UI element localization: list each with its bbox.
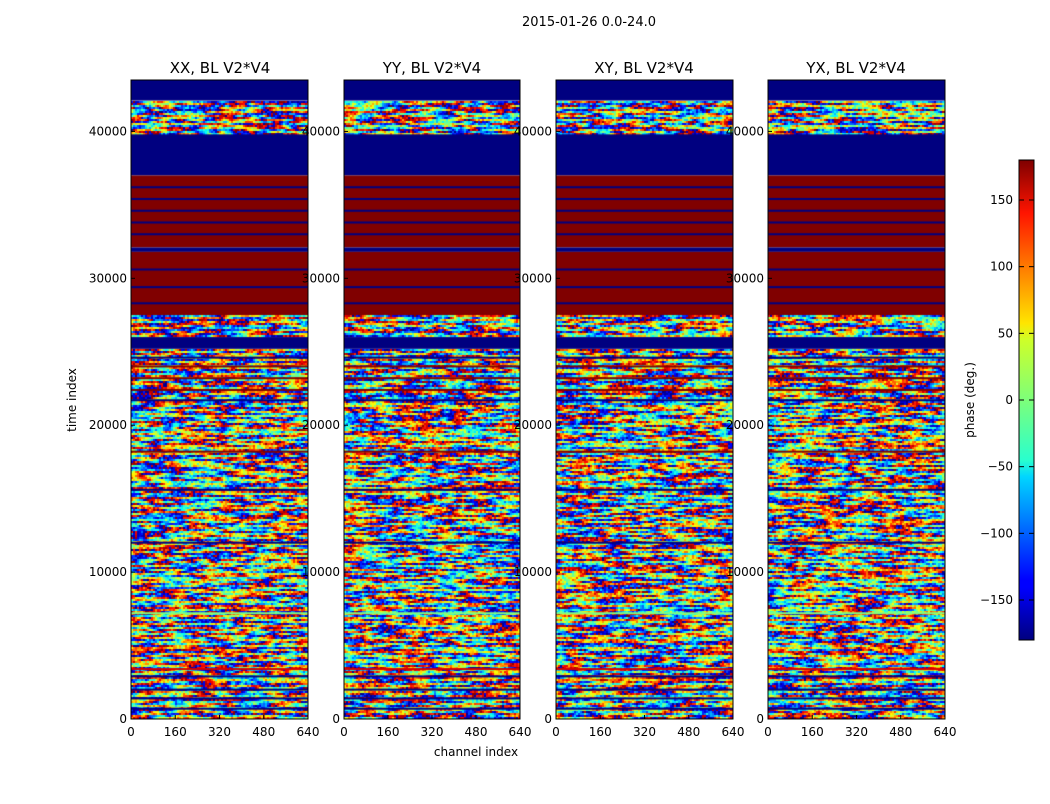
- heatmap-image-yx: [768, 80, 945, 719]
- panel-xx: XX, BL V2*V4 0 160 320 480 640 0 10000 20000 30…: [89, 59, 320, 739]
- heatmap-yy: [344, 80, 520, 719]
- y-tick-label-yx: 0: [756, 712, 764, 726]
- y-tick-label-xy: 20000: [514, 418, 552, 432]
- y-tick-label-xx: 20000: [89, 418, 127, 432]
- x-ticks-xy: 0 160 320 480 640: [552, 715, 744, 739]
- x-tick-label-yy: 160: [377, 725, 400, 739]
- x-tick-label-yy: 320: [421, 725, 444, 739]
- colorbar: 150 100 50 0 −50 −100 −150 phase (deg.): [963, 159, 1035, 641]
- heatmap-image-xx: [131, 80, 308, 719]
- y-tick-label-yx: 20000: [726, 418, 764, 432]
- x-axis-label: channel index: [434, 745, 518, 759]
- y-tick-label-xx: 30000: [89, 271, 127, 285]
- y-axis-label: time index: [65, 368, 79, 432]
- colorbar-tick-label: 0: [1005, 393, 1013, 407]
- y-tick-label-xx: 10000: [89, 565, 127, 579]
- figure-suptitle: 2015-01-26 0.0-24.0: [522, 15, 656, 30]
- x-tick-label-yy: 480: [465, 725, 488, 739]
- x-tick-label-yx: 160: [801, 725, 824, 739]
- x-ticks-xx: 0 160 320 480 640: [127, 715, 319, 739]
- x-ticks-yy: 0 160 320 480 640: [340, 715, 531, 739]
- x-tick-label-xx: 320: [208, 725, 231, 739]
- colorbar-tick-label: −150: [980, 593, 1013, 607]
- y-tick-label-yx: 40000: [726, 124, 764, 138]
- x-tick-label-yy: 0: [340, 725, 348, 739]
- y-tick-label-xy: 10000: [514, 565, 552, 579]
- colorbar-tick-label: −50: [988, 460, 1013, 474]
- y-ticks-xx: 0 10000 20000 30000 40000: [89, 124, 135, 726]
- x-tick-label-xy: 0: [552, 725, 560, 739]
- heatmap-image-xy: [556, 80, 733, 719]
- y-tick-label-yy: 0: [332, 712, 340, 726]
- y-tick-label-xy: 0: [544, 712, 552, 726]
- colorbar-gradient: [1019, 160, 1034, 640]
- y-tick-label-yy: 20000: [302, 418, 340, 432]
- y-tick-label-xx: 0: [119, 712, 127, 726]
- colorbar-tick-label: −100: [980, 526, 1013, 540]
- y-tick-label-xy: 30000: [514, 271, 552, 285]
- x-tick-label-xx: 160: [164, 725, 187, 739]
- x-tick-label-yy: 640: [509, 725, 532, 739]
- colorbar-ticks: 150 100 50 0 −50 −100 −150: [980, 193, 1034, 607]
- x-tick-label-yx: 640: [934, 725, 957, 739]
- y-tick-label-xx: 40000: [89, 124, 127, 138]
- panel-xy: XY, BL V2*V4 0 160 320 480 640 0 10000 20000 30…: [514, 59, 745, 739]
- y-tick-label-yy: 30000: [302, 271, 340, 285]
- x-tick-label-yx: 480: [889, 725, 912, 739]
- colorbar-label: phase (deg.): [963, 362, 977, 438]
- y-ticks-xy: 0 10000 20000 30000 40000: [514, 124, 560, 726]
- heatmap-xy: [556, 80, 733, 719]
- panel-yx: YX, BL V2*V4 0 160 320 480 640 0 10000 20000 30…: [726, 59, 957, 739]
- y-tick-label-xy: 40000: [514, 124, 552, 138]
- panel-title-xx: XX, BL V2*V4: [170, 59, 271, 77]
- heatmap-xx: [131, 80, 308, 719]
- panel-title-xy: XY, BL V2*V4: [594, 59, 694, 77]
- x-tick-label-yx: 320: [845, 725, 868, 739]
- colorbar-tick-label: 150: [990, 193, 1013, 207]
- y-tick-label-yy: 40000: [302, 124, 340, 138]
- x-tick-label-xy: 640: [722, 725, 745, 739]
- x-tick-label-xy: 320: [633, 725, 656, 739]
- y-ticks-yx: 0 10000 20000 30000 40000: [726, 124, 772, 726]
- y-tick-label-yy: 10000: [302, 565, 340, 579]
- x-ticks-yx: 0 160 320 480 640: [764, 715, 956, 739]
- y-ticks-yy: 0 10000 20000 30000 40000: [302, 124, 348, 726]
- x-tick-label-xx: 480: [252, 725, 275, 739]
- x-tick-label-xy: 160: [589, 725, 612, 739]
- x-tick-label-xx: 0: [127, 725, 135, 739]
- heatmap-yx: [768, 80, 945, 719]
- x-tick-label-xy: 480: [677, 725, 700, 739]
- colorbar-tick-label: 50: [998, 326, 1013, 340]
- panel-title-yx: YX, BL V2*V4: [805, 59, 906, 77]
- panel-yy: YY, BL V2*V4 0 160 320 480 640 0 10000 20000 30…: [302, 59, 532, 739]
- heatmap-image-yy: [344, 80, 520, 719]
- colorbar-tick-label: 100: [990, 260, 1013, 274]
- x-tick-label-yx: 0: [764, 725, 772, 739]
- y-tick-label-yx: 10000: [726, 565, 764, 579]
- panel-title-yy: YY, BL V2*V4: [382, 59, 481, 77]
- y-tick-label-yx: 30000: [726, 271, 764, 285]
- x-tick-label-xx: 640: [297, 725, 320, 739]
